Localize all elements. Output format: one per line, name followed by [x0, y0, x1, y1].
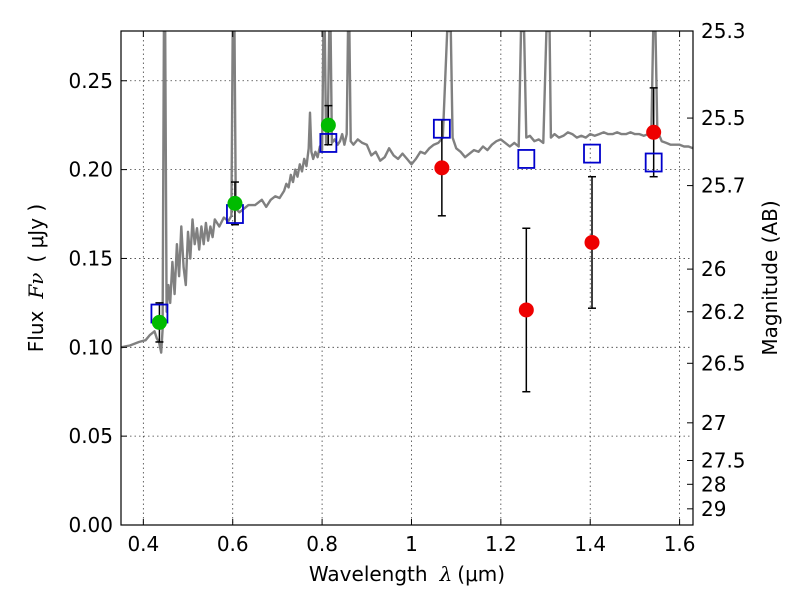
observed-point-red	[584, 234, 600, 250]
observed-point-red	[646, 124, 662, 140]
x-tick-label: 1.6	[664, 532, 696, 556]
mag-tick-label: 25.3	[701, 19, 746, 43]
y-tick-label: 0.15	[68, 246, 113, 270]
x-tick-label: 1	[405, 532, 418, 556]
x-axis-symbol: λ	[439, 562, 453, 586]
mag-tick-label: 27	[701, 411, 726, 435]
mag-tick-label: 26.5	[701, 351, 746, 375]
right-axis-title: Magnitude (AB)	[758, 200, 782, 355]
axis-ticks	[121, 30, 693, 526]
x-tick-labels: 0.4 0.6 0.8 1 1.2 1.4 1.6	[127, 532, 695, 556]
y-tick-label: 0.10	[68, 335, 113, 359]
y-tick-labels: 0.00 0.05 0.10 0.15 0.20 0.25	[68, 69, 113, 537]
spectrum-layer	[121, 31, 693, 354]
x-tick-label: 0.4	[127, 532, 159, 556]
observed-points	[151, 117, 662, 330]
mag-tick-label: 26.2	[701, 300, 746, 324]
spectrum-line	[121, 31, 693, 354]
mag-tick-label: 27.5	[701, 448, 746, 472]
x-tick-label: 1.2	[485, 532, 517, 556]
y-axis-symbol: Fν	[24, 273, 48, 300]
mag-tick-label: 29	[701, 497, 726, 521]
observed-point-green	[227, 195, 243, 211]
mag-tick-label: 28	[701, 472, 726, 496]
y-tick-label: 0.20	[68, 158, 113, 182]
y-axis-unit: ( μJy )	[24, 204, 48, 263]
y-tick-label: 0.00	[68, 513, 113, 537]
observed-point-green	[320, 117, 336, 133]
x-axis-title-text: Wavelength	[309, 562, 428, 586]
grid	[121, 31, 693, 525]
x-tick-label: 0.8	[306, 532, 338, 556]
y-tick-label: 0.05	[68, 424, 113, 448]
observed-point-green	[151, 314, 167, 330]
y-axis-title: Flux Fν ( μJy )	[24, 204, 48, 352]
mag-tick-label: 25.7	[701, 174, 746, 198]
x-axis-unit: (μm)	[457, 562, 505, 586]
error-bars	[155, 87, 658, 393]
observed-point-red	[434, 160, 450, 176]
y-tick-label: 0.25	[68, 69, 113, 93]
mag-tick-label: 25.5	[701, 106, 746, 130]
x-axis-title: Wavelength λ (μm)	[309, 562, 505, 586]
x-tick-label: 0.6	[217, 532, 249, 556]
model-point	[583, 143, 601, 164]
plot-frame	[120, 30, 694, 526]
model-point	[644, 152, 663, 173]
mag-tick-label: 26	[701, 257, 726, 281]
model-point	[319, 133, 338, 153]
model-point	[517, 149, 536, 169]
x-tick-label: 1.4	[574, 532, 606, 556]
observed-point-red	[518, 302, 534, 318]
y-axis-title-text: Flux	[24, 310, 48, 352]
model-point	[432, 118, 451, 139]
